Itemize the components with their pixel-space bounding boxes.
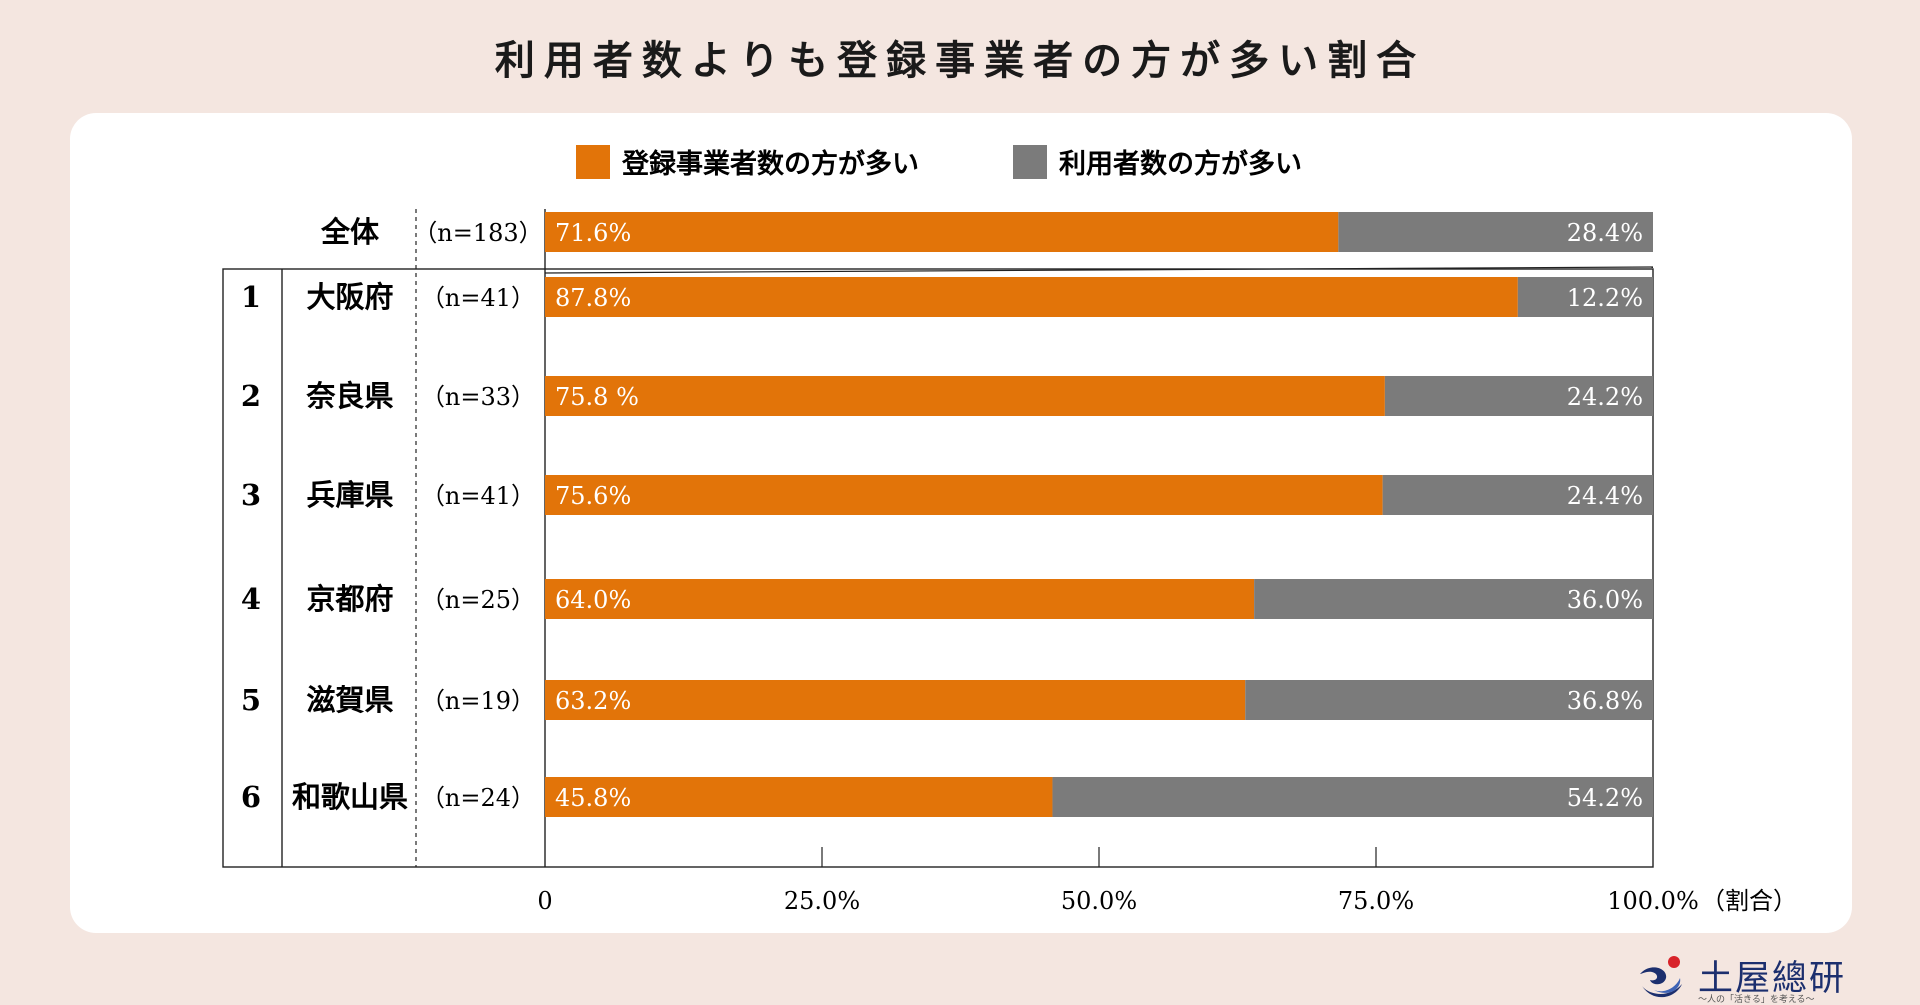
prefecture-name: 奈良県 [305, 379, 393, 413]
x-tick-label: 75.0% [1338, 887, 1414, 915]
logo-tagline: 〜人の「活きる」を考える〜 [1698, 995, 1815, 1005]
bar-label-users: 36.0% [1567, 586, 1643, 614]
sample-size: （n=41） [421, 284, 535, 312]
bar-label-registered: 75.6% [555, 482, 631, 510]
x-tick-label: 50.0% [1061, 887, 1137, 915]
chart-card: 登録事業者数の方が多い 利用者数の方が多い 0 25.0% 50.0% 75.0% 100.… [70, 113, 1852, 933]
x-tick-label: 25.0% [784, 887, 860, 915]
chart-canvas: 登録事業者数の方が多い 利用者数の方が多い 0 25.0% 50.0% 75.0% 100.… [222, 145, 1797, 915]
sample-size: （n=33） [421, 383, 535, 411]
prefecture-name: 和歌山県 [292, 780, 408, 814]
bar-users [1338, 212, 1653, 252]
x-tick-label: 100.0% [1607, 887, 1699, 915]
rank-number: 4 [241, 582, 261, 616]
connector-line [544, 266, 1654, 274]
total-label: 全体 [320, 215, 380, 249]
bar-label-registered: 64.0% [555, 586, 631, 614]
bar-label-users: 24.2% [1567, 383, 1643, 411]
swirl-logo-icon [1640, 956, 1682, 998]
sample-size: （n=183） [413, 219, 542, 247]
chart-title: 利用者数よりも登録事業者の方が多い割合 [494, 37, 1426, 84]
bar-registered [545, 579, 1255, 619]
logo-name: 土屋總研 [1698, 959, 1847, 999]
bar-users [1052, 777, 1653, 817]
rank-number: 6 [241, 780, 261, 814]
bar-users [1254, 579, 1653, 619]
bar-label-users: 28.4% [1567, 219, 1643, 247]
brand-logo: 土屋總研 〜人の「活きる」を考える〜 [1636, 952, 1856, 1005]
bar-label-registered: 71.6% [555, 219, 631, 247]
sample-size: （n=19） [421, 687, 535, 715]
prefecture-name: 滋賀県 [306, 683, 393, 717]
rank-number: 2 [241, 379, 261, 413]
bar-users [1382, 475, 1653, 515]
legend-swatch-users [1013, 145, 1047, 179]
bar-label-users: 36.8% [1567, 687, 1643, 715]
bar-registered [545, 277, 1518, 317]
bar-registered [545, 212, 1339, 252]
bar-registered [545, 475, 1383, 515]
table-frame [222, 268, 1654, 868]
bar-label-users: 12.2% [1567, 284, 1643, 312]
bar-users [1517, 277, 1653, 317]
sample-size: （n=41） [421, 482, 535, 510]
x-axis-label: （割合） [1701, 887, 1797, 915]
bar-label-users: 24.4% [1567, 482, 1643, 510]
sample-size: （n=24） [421, 784, 535, 812]
bar-registered [545, 680, 1246, 720]
bar-users [1245, 680, 1653, 720]
sample-size: （n=25） [421, 586, 535, 614]
prefecture-name: 大阪府 [306, 280, 393, 314]
bar-registered [545, 777, 1053, 817]
legend-label-registered: 登録事業者数の方が多い [621, 148, 919, 180]
bar-label-registered: 75.8 % [555, 383, 639, 411]
bar-label-users: 54.2% [1567, 784, 1643, 812]
bar-registered [545, 376, 1385, 416]
rank-number: 3 [241, 478, 261, 512]
bar-label-registered: 87.8% [555, 284, 631, 312]
rank-number: 1 [241, 280, 261, 314]
x-tick-label: 0 [537, 887, 552, 915]
legend-swatch-registered [576, 145, 610, 179]
legend-label-users: 利用者数の方が多い [1059, 148, 1302, 180]
prefecture-name: 京都府 [306, 582, 393, 616]
bar-users [1384, 376, 1653, 416]
prefecture-name: 兵庫県 [306, 478, 393, 512]
rank-number: 5 [241, 683, 261, 717]
bar-label-registered: 45.8% [555, 784, 631, 812]
bar-label-registered: 63.2% [555, 687, 631, 715]
